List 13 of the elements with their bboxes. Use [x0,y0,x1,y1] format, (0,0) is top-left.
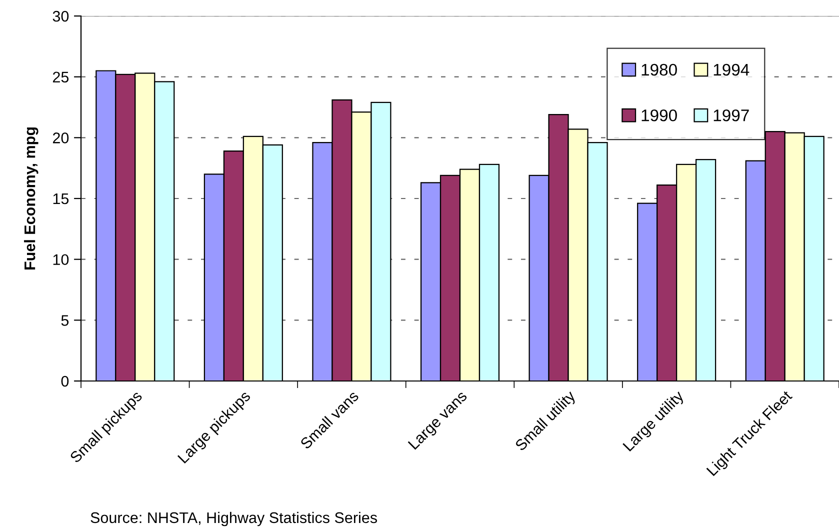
legend-label: 1980 [642,64,677,76]
legend-label: 1990 [642,109,677,122]
y-tick-label: 30 [52,10,69,22]
source-note: Source: NHSTA, Highway Statistics Series [90,512,377,526]
y-axis-title: Fuel Economy, mpg [24,128,38,270]
y-tick-label: 20 [52,132,69,144]
y-tick-label: 5 [61,315,69,326]
y-tick-label: 0 [61,376,69,387]
y-tick-label: 15 [53,194,69,204]
legend-label: 1994 [714,64,750,76]
legend-label: 1997 [714,109,749,122]
y-tick-label: 25 [52,72,69,83]
y-tick-label: 10 [53,254,69,266]
